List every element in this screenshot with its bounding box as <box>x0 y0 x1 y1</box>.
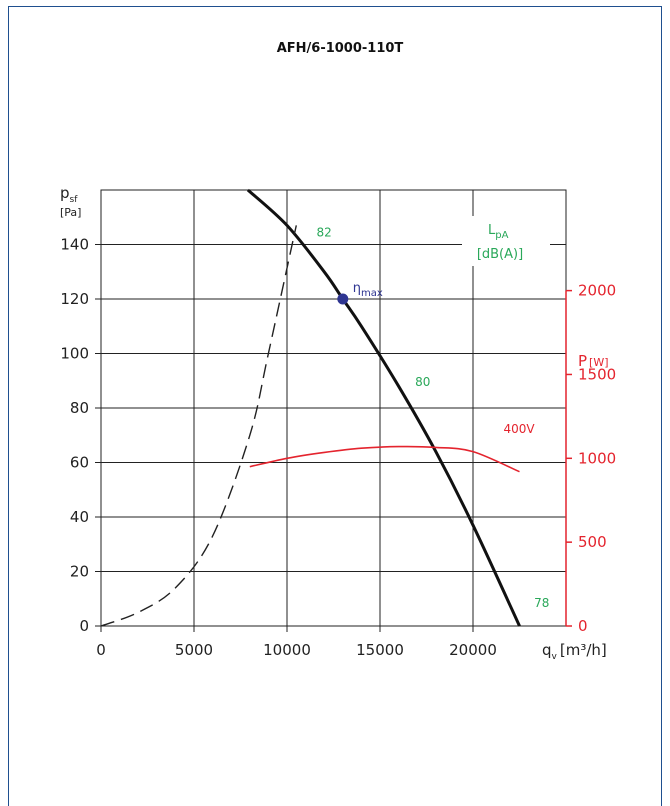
lpa-unit: [dB(A)] <box>477 247 523 262</box>
x-tick-label: 15000 <box>356 641 404 659</box>
system-curve-line <box>100 225 297 627</box>
lpa-box-bg <box>462 216 550 266</box>
y-axis-label-sub: sf <box>70 195 79 205</box>
chart-frame <box>8 6 662 806</box>
y-axis-label-main: p <box>60 184 70 202</box>
y-tick-label: 20 <box>70 563 89 581</box>
sound-level-label: 80 <box>415 375 430 389</box>
x-tick-label: 0 <box>96 641 106 659</box>
eta-max-label: ηmax <box>353 281 383 299</box>
y-axis-label: psf <box>60 184 78 205</box>
x-tick-label: 10000 <box>263 641 311 659</box>
chart-title: AFH/6-1000-110T <box>277 41 404 56</box>
x-axis-unit: [m³/h] <box>560 641 607 659</box>
axis-ticks: 0 20 40 60 80 100 120 140 0 5000 10000 15000 20000 0 5… <box>60 236 616 660</box>
lpa-label-sub: pA <box>495 230 508 241</box>
fan-performance-chart: AFH/6-1000-110T psf [Pa] P [W] qv [m³/h] 0… <box>60 41 616 662</box>
y-axis-unit: [Pa] <box>60 206 81 219</box>
y-tick-label: 40 <box>70 508 89 526</box>
sound-level-label: 78 <box>534 596 549 610</box>
sound-level-label: 82 <box>317 225 332 239</box>
y-tick-label: 140 <box>60 236 89 254</box>
power-line <box>249 445 520 473</box>
curves <box>100 188 521 627</box>
y2-axis-label-main: P <box>578 352 587 370</box>
x-axis-label: qv [m³/h] <box>542 641 607 662</box>
series-label-400V: 400V <box>504 422 536 436</box>
x-axis-label-main: q <box>542 641 552 659</box>
y-tick-label: 60 <box>70 454 89 472</box>
y2-axis-unit: [W] <box>589 356 608 369</box>
y-tick-label: 120 <box>60 290 89 308</box>
x-tick-label: 20000 <box>449 641 497 659</box>
y2-tick-label: 2000 <box>578 282 616 300</box>
y-tick-label: 100 <box>60 345 89 363</box>
y-tick-label: 80 <box>70 399 89 417</box>
eta-max-point <box>337 293 349 305</box>
lpa-label: LpA <box>488 223 509 241</box>
y-tick-label: 0 <box>79 617 89 635</box>
y2-tick-label: 1000 <box>578 449 616 467</box>
lpa-label-main: L <box>488 223 496 238</box>
y2-tick-label: 500 <box>578 533 607 551</box>
eta-subscript: max <box>361 288 383 299</box>
y2-tick-label: 0 <box>578 617 588 635</box>
curve-labels: 400V 82 80 78 ηmax <box>317 225 550 610</box>
x-tick-label: 5000 <box>175 641 213 659</box>
y2-axis-label: P [W] <box>578 352 609 370</box>
y2-tick-label: 1500 <box>578 365 616 383</box>
eta-symbol: η <box>353 281 361 296</box>
x-axis-label-sub: v <box>552 652 558 662</box>
fan-curve-line <box>246 188 521 627</box>
